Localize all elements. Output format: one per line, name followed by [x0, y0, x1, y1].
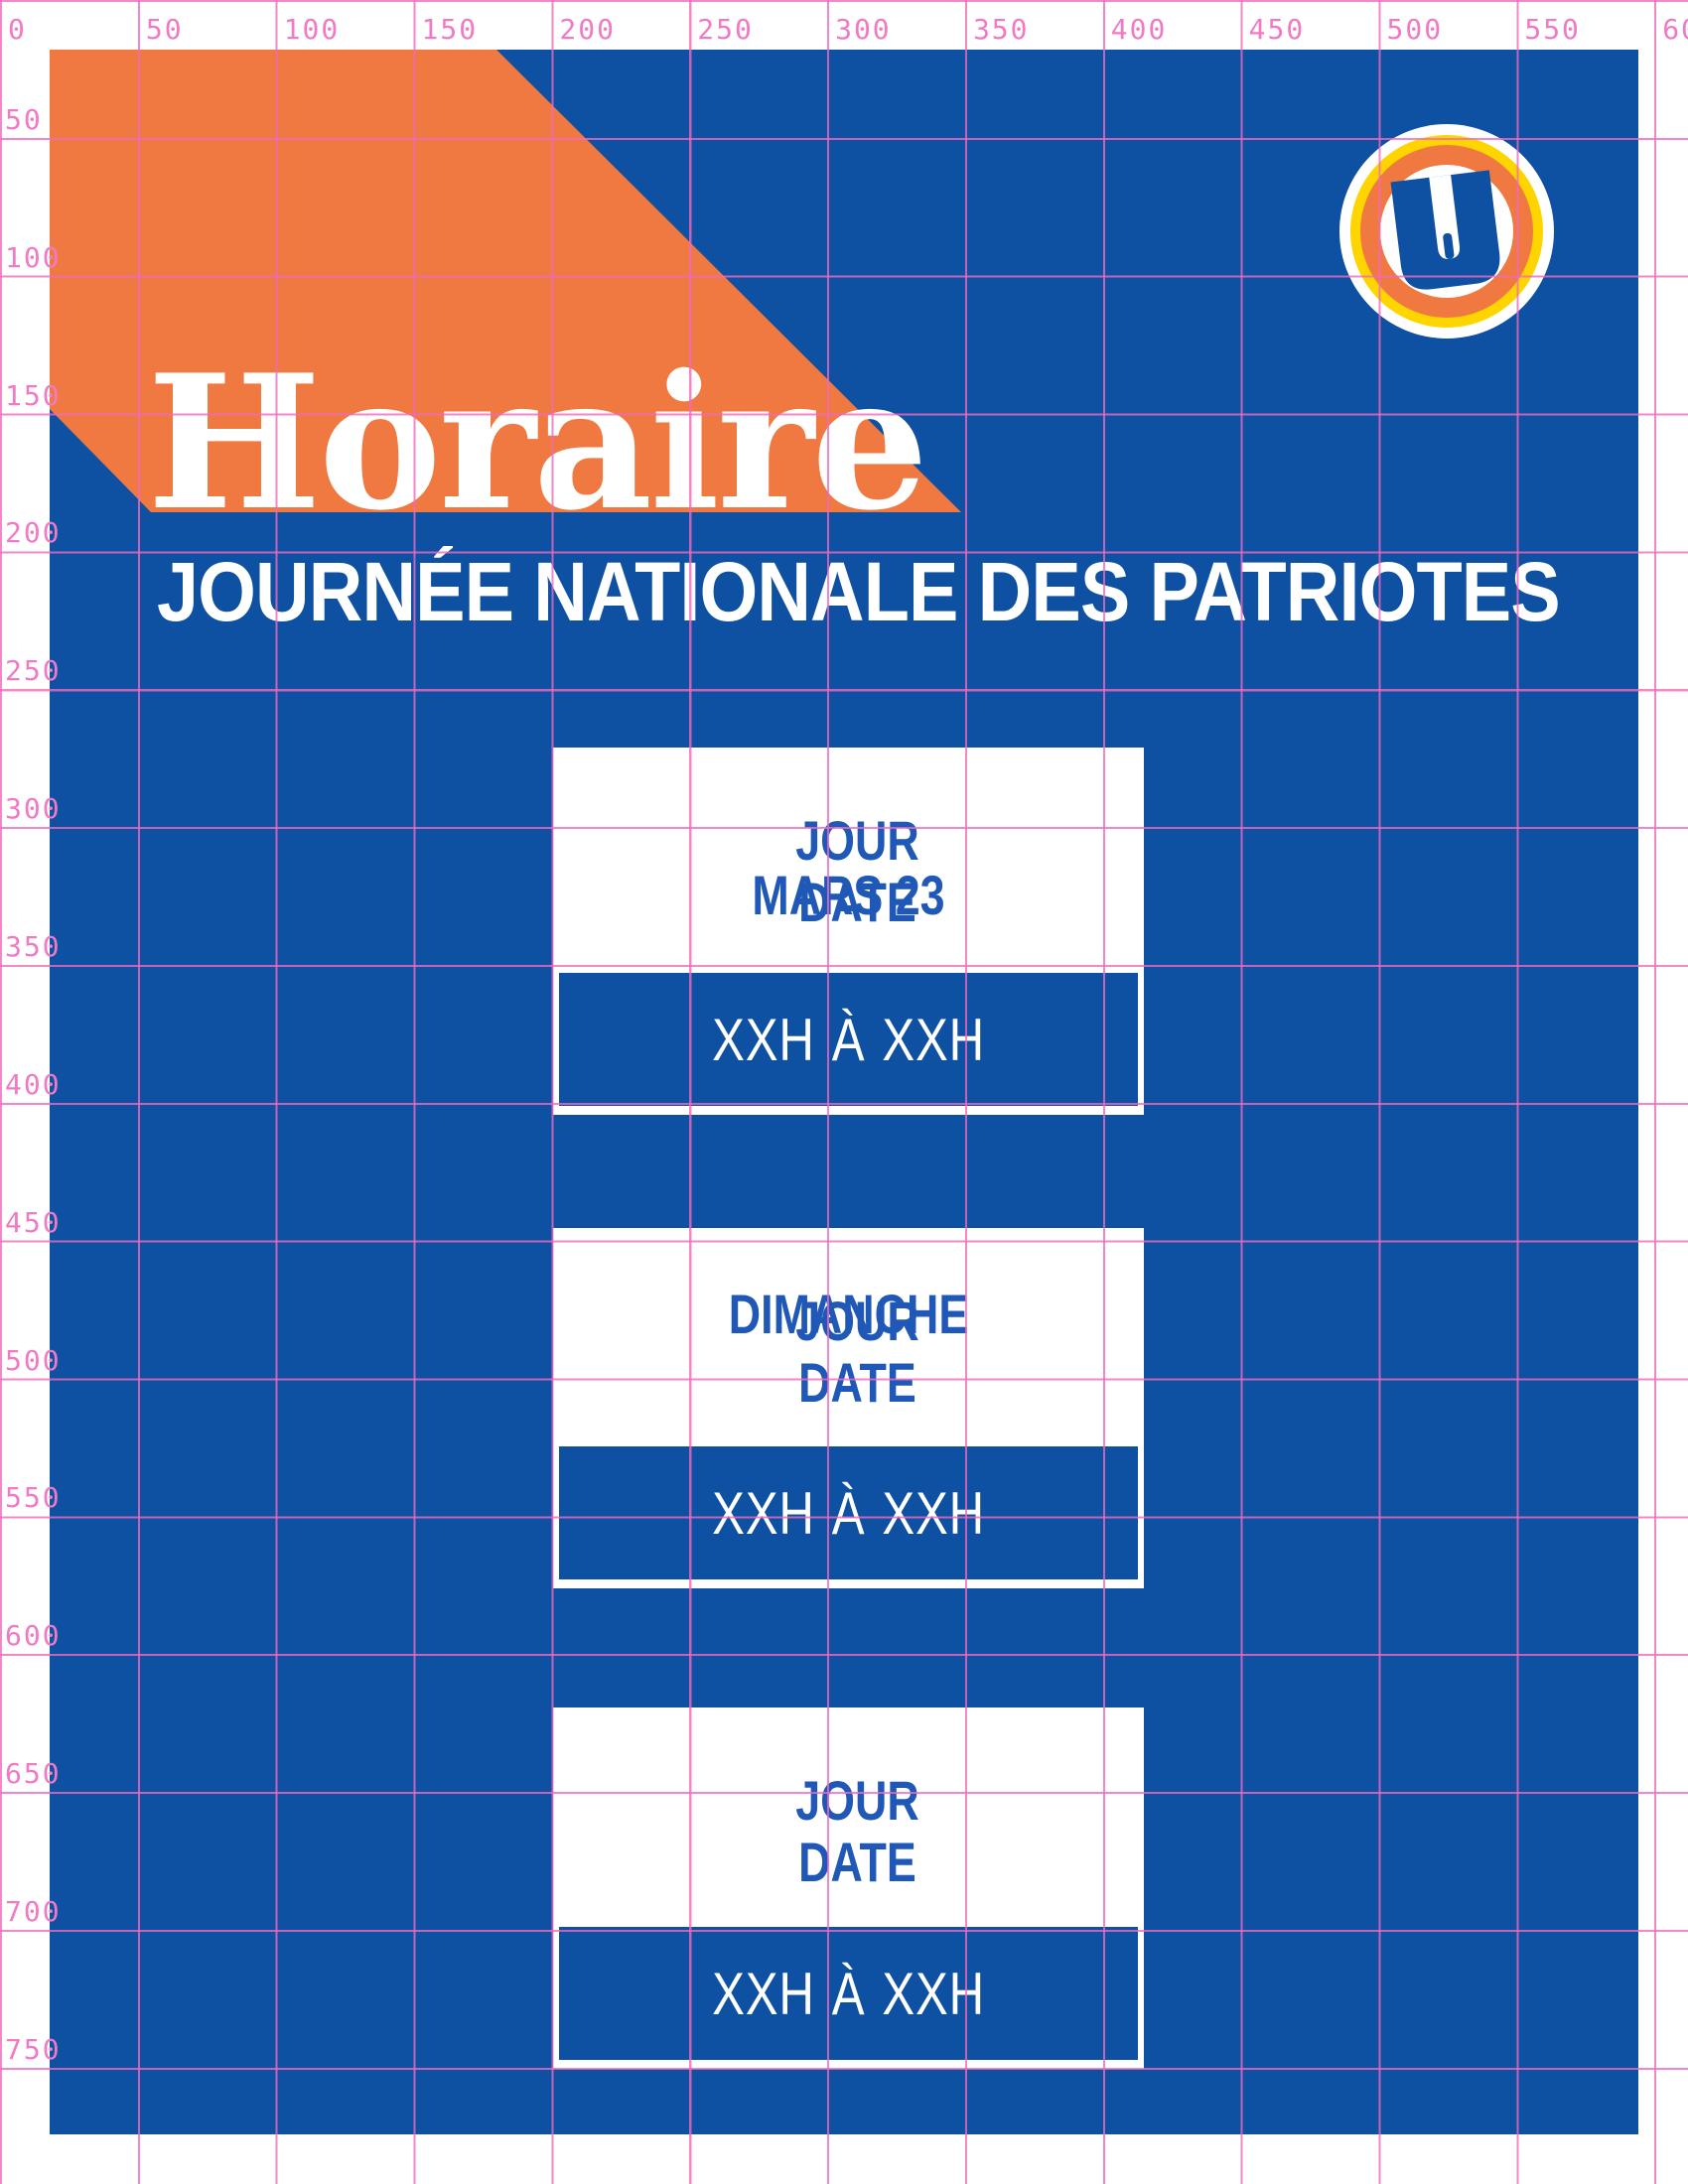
ruler-label-left: 150 [5, 378, 62, 412]
time-bar[interactable]: XXH À XXH [559, 973, 1138, 1106]
ruler-label-left: 100 [5, 240, 62, 274]
poster-title[interactable]: Horaire [147, 334, 928, 551]
u-letterform [1390, 170, 1500, 290]
u-logo-icon[interactable] [1339, 124, 1554, 339]
time-bar[interactable]: XXH À XXH [559, 1927, 1138, 2060]
ruler-label-left: 350 [5, 929, 62, 963]
override-day-label[interactable] [613, 803, 1085, 865]
ruler-label-left: 750 [5, 2032, 62, 2066]
ruler-label-top: 350 [972, 13, 1030, 46]
ruler-label-top: 400 [1110, 13, 1168, 46]
ruler-label-top: 450 [1248, 13, 1306, 46]
ruler-label-left: 450 [5, 1205, 62, 1239]
day-date-override-layer[interactable]: MARS 23 [553, 803, 1144, 926]
schedule-box-3[interactable]: JOUR DATE XXH À XXH [553, 1707, 1144, 2069]
ruler-label-top: 250 [697, 13, 754, 46]
ruler-label-left: 250 [5, 654, 62, 688]
override-date-label[interactable] [613, 1825, 1085, 1886]
ruler-label-left: 650 [5, 1757, 62, 1791]
ruler-label-top: 50 [145, 13, 184, 46]
time-range-label[interactable]: XXH À XXH [712, 1006, 985, 1073]
ruler-label-top: 200 [559, 13, 616, 46]
ruler-label-top: 550 [1524, 13, 1581, 46]
schedule-box-2[interactable]: JOUR DATE DIMANCHE XXH À XXH [553, 1228, 1144, 1588]
ruler-label-left: 300 [5, 792, 62, 826]
override-date-label[interactable] [613, 1345, 1085, 1407]
ruler-label-top: 600 [1662, 13, 1688, 46]
override-day-label[interactable] [613, 1763, 1085, 1825]
poster-subtitle[interactable]: JOURNÉE NATIONALE DES PATRIOTES [157, 545, 1561, 638]
override-day-label[interactable]: DIMANCHE [728, 1283, 969, 1345]
time-range-label[interactable]: XXH À XXH [712, 1479, 985, 1547]
ruler-label-top: 0 [8, 13, 27, 46]
ruler-label-left: 500 [5, 1343, 62, 1377]
ruler-label-top: 500 [1386, 13, 1444, 46]
ruler-label-top: 150 [421, 13, 479, 46]
time-range-label[interactable]: XXH À XXH [712, 1960, 985, 2027]
ruler-label-left: 700 [5, 1894, 62, 1928]
ruler-label-left: 400 [5, 1067, 62, 1101]
ruler-label-left: 550 [5, 1481, 62, 1515]
ruler-label-top: 300 [835, 13, 892, 46]
ruler-label-left: 50 [5, 102, 43, 136]
ruler-label-left: 200 [5, 516, 62, 550]
schedule-box-1[interactable]: JOUR DATE MARS 23 XXH À XXH [553, 748, 1144, 1115]
day-date-override-layer[interactable]: DIMANCHE [553, 1284, 1144, 1407]
ruler-label-top: 100 [283, 13, 341, 46]
ruler-label-left: 600 [5, 1619, 62, 1653]
day-date-override-layer[interactable] [553, 1763, 1144, 1886]
override-date-label[interactable]: MARS 23 [752, 864, 945, 926]
time-bar[interactable]: XXH À XXH [559, 1446, 1138, 1579]
